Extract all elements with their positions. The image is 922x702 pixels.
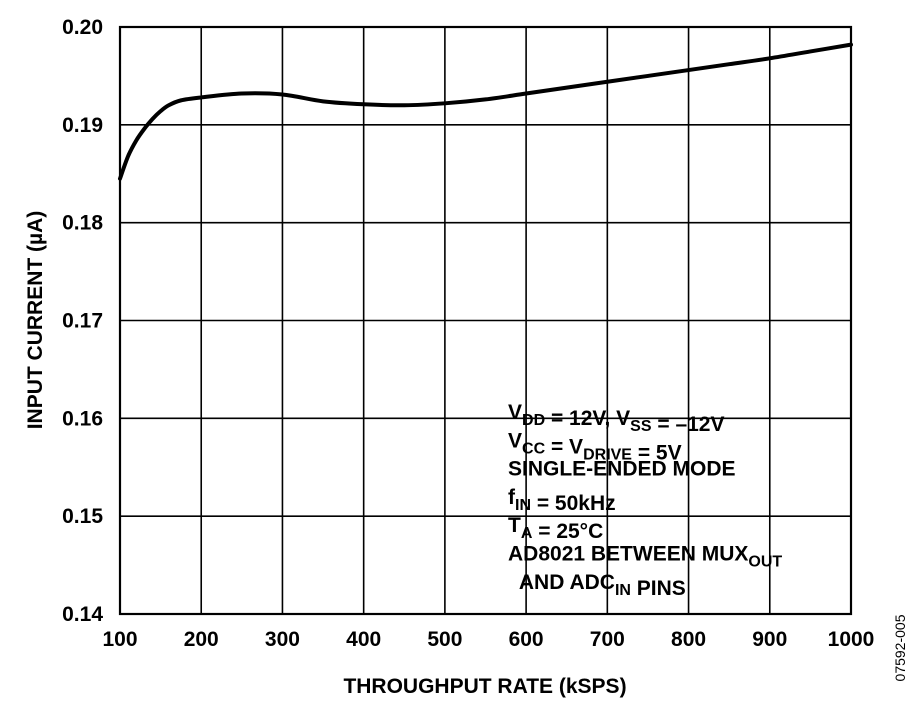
annotation-line: SINGLE-ENDED MODE xyxy=(508,458,736,481)
x-tick-label: 300 xyxy=(265,628,300,651)
annotation-line: TA = 25°C xyxy=(508,514,603,543)
x-tick-label: 400 xyxy=(346,628,381,651)
annotation-line: VDD = 12V, VSS = –12V xyxy=(508,401,725,436)
x-tick-label: 600 xyxy=(509,628,544,651)
x-tick-labels: 100 200 300 400 500 600 700 800 900 1000 xyxy=(102,628,874,651)
y-tick-label: 0.14 xyxy=(62,603,103,626)
y-tick-label: 0.19 xyxy=(62,114,103,137)
x-tick-label: 1000 xyxy=(828,628,875,651)
y-tick-label: 0.20 xyxy=(62,16,103,39)
figure-code: 07592-005 xyxy=(892,614,908,681)
x-tick-label: 100 xyxy=(102,628,137,651)
annotation-line: AND ADCIN PINS xyxy=(508,571,686,600)
plot-frame xyxy=(118,25,853,616)
y-tick-labels: 0.20 0.19 0.18 0.17 0.16 0.15 0.14 xyxy=(62,16,103,626)
y-tick-label: 0.17 xyxy=(62,310,103,333)
annotation-line: fIN = 50kHz xyxy=(508,486,616,515)
annotation-line: VCC = VDRIVE = 5V xyxy=(508,429,682,464)
y-tick-label: 0.15 xyxy=(62,505,103,528)
x-axis-label: THROUGHPUT RATE (kSPS) xyxy=(343,675,626,698)
series-line xyxy=(118,42,853,181)
x-tick-label: 800 xyxy=(671,628,706,651)
y-tick-label: 0.18 xyxy=(62,212,103,235)
x-tick-label: 200 xyxy=(184,628,219,651)
annotation-line: AD8021 BETWEEN MUXOUT xyxy=(508,543,782,571)
x-tick-label: 900 xyxy=(752,628,787,651)
grid-lines xyxy=(119,26,852,615)
y-tick-label: 0.16 xyxy=(62,407,103,430)
x-tick-label: 700 xyxy=(590,628,625,651)
x-tick-label: 500 xyxy=(427,628,462,651)
y-axis-label: INPUT CURRENT (µA) xyxy=(24,211,47,430)
